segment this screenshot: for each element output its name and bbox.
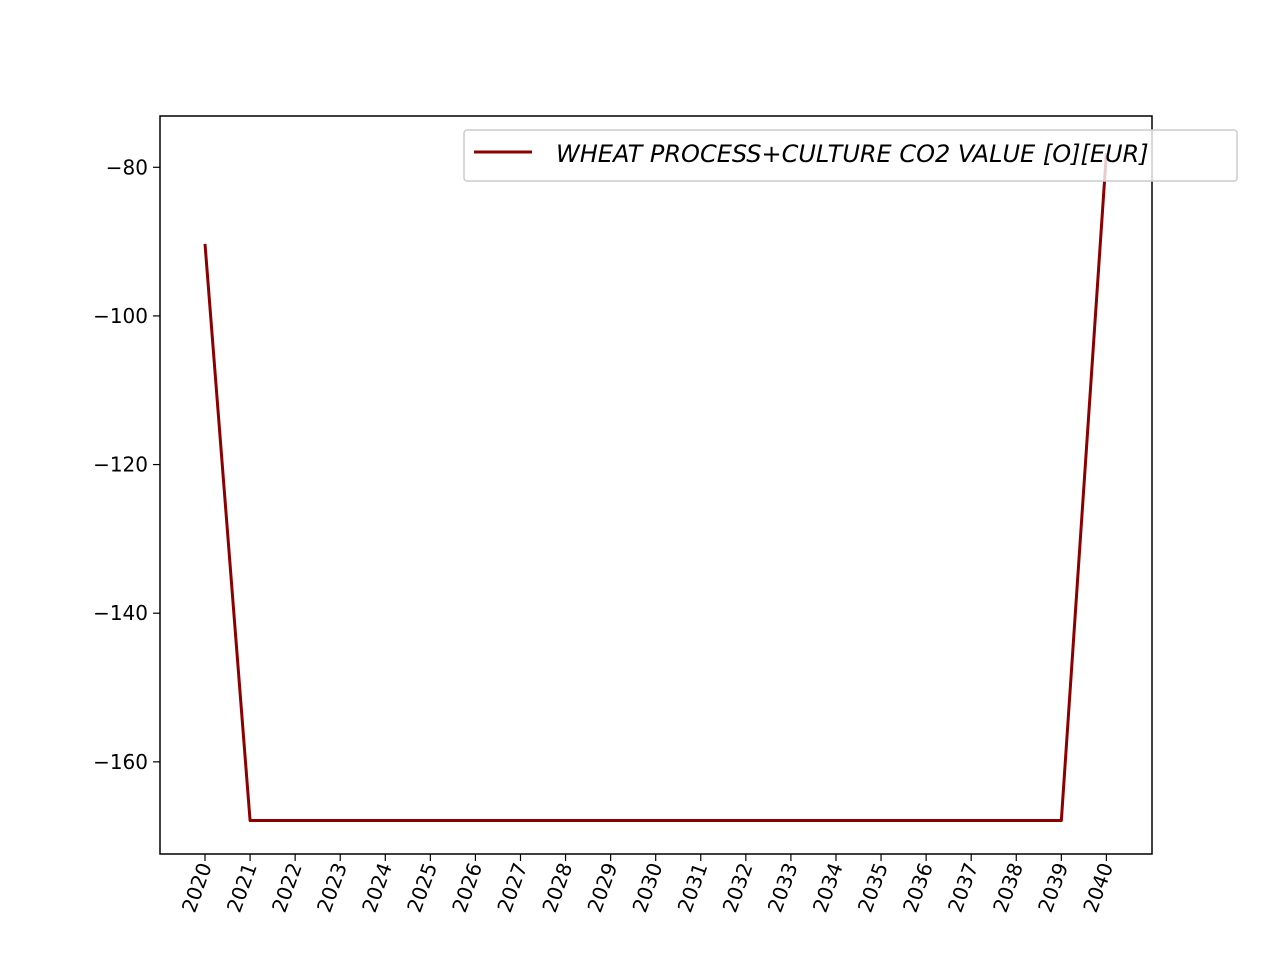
legend-box — [463, 129, 1238, 182]
plot-frame — [159, 115, 1153, 855]
series-layer — [203, 153, 1108, 823]
series-line-0 — [203, 153, 1108, 823]
y-tick-label: −140 — [93, 601, 148, 625]
plot-area — [160, 116, 1152, 854]
legend-label: WHEAT PROCESS+CULTURE CO2 VALUE [O][EUR] — [556, 140, 1149, 168]
legend: WHEAT PROCESS+CULTURE CO2 VALUE [O][EUR] — [463, 129, 1238, 182]
y-tick-label: −80 — [106, 155, 148, 179]
y-tick-label: −160 — [93, 750, 148, 774]
y-tick-label: −120 — [93, 453, 148, 477]
y-tick-label: −100 — [93, 304, 148, 328]
y-axis-ticks: −80 −100 −120 −140 −160 — [93, 155, 160, 774]
